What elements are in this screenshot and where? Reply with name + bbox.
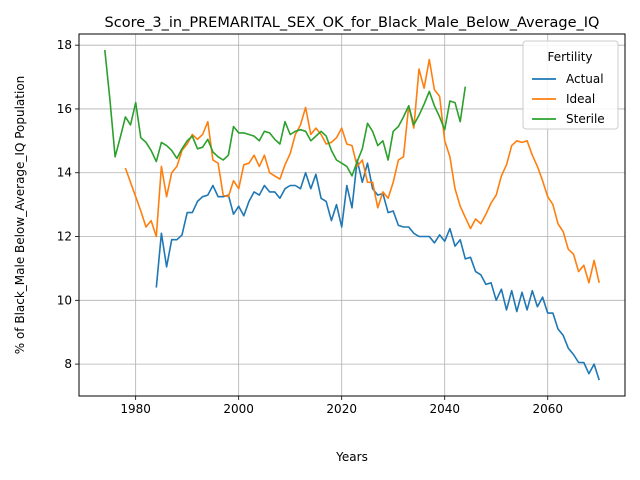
chart-title: Score_3_in_PREMARITAL_SEX_OK_for_Black_M… xyxy=(105,15,600,31)
y-axis-label: % of Black_Male Below_Average_IQ Populat… xyxy=(13,76,27,355)
y-tick-label: 8 xyxy=(64,357,72,371)
x-tick-label: 2040 xyxy=(429,402,460,416)
legend-title: Fertility xyxy=(547,50,592,64)
y-tick-label: 10 xyxy=(57,293,72,307)
x-tick-label: 2020 xyxy=(326,402,357,416)
legend-label-ideal: Ideal xyxy=(566,92,595,106)
plot-frame xyxy=(78,33,626,397)
series-line-ideal xyxy=(124,58,600,284)
legend-label-sterile: Sterile xyxy=(566,112,605,126)
series-lines xyxy=(104,49,600,381)
y-tick-label: 12 xyxy=(57,230,72,244)
series-line-actual xyxy=(155,159,600,381)
series-line-sterile xyxy=(104,49,467,177)
y-tick-label: 16 xyxy=(57,102,72,116)
y-tick-label: 18 xyxy=(57,38,72,52)
legend-items: Actual Ideal Sterile xyxy=(532,72,605,126)
legend: Fertility Actual Ideal Sterile xyxy=(522,40,619,130)
y-tick-label: 14 xyxy=(57,166,72,180)
x-axis-label: Years xyxy=(335,450,368,464)
x-tick-label: 2000 xyxy=(223,402,254,416)
x-axis: 1980 2000 2020 2040 2060 xyxy=(120,396,563,416)
x-tick-label: 2060 xyxy=(532,402,563,416)
y-axis: 8 10 12 14 16 18 xyxy=(57,38,79,371)
x-tick-label: 1980 xyxy=(120,402,151,416)
legend-box xyxy=(522,40,619,130)
legend-label-actual: Actual xyxy=(566,72,604,86)
